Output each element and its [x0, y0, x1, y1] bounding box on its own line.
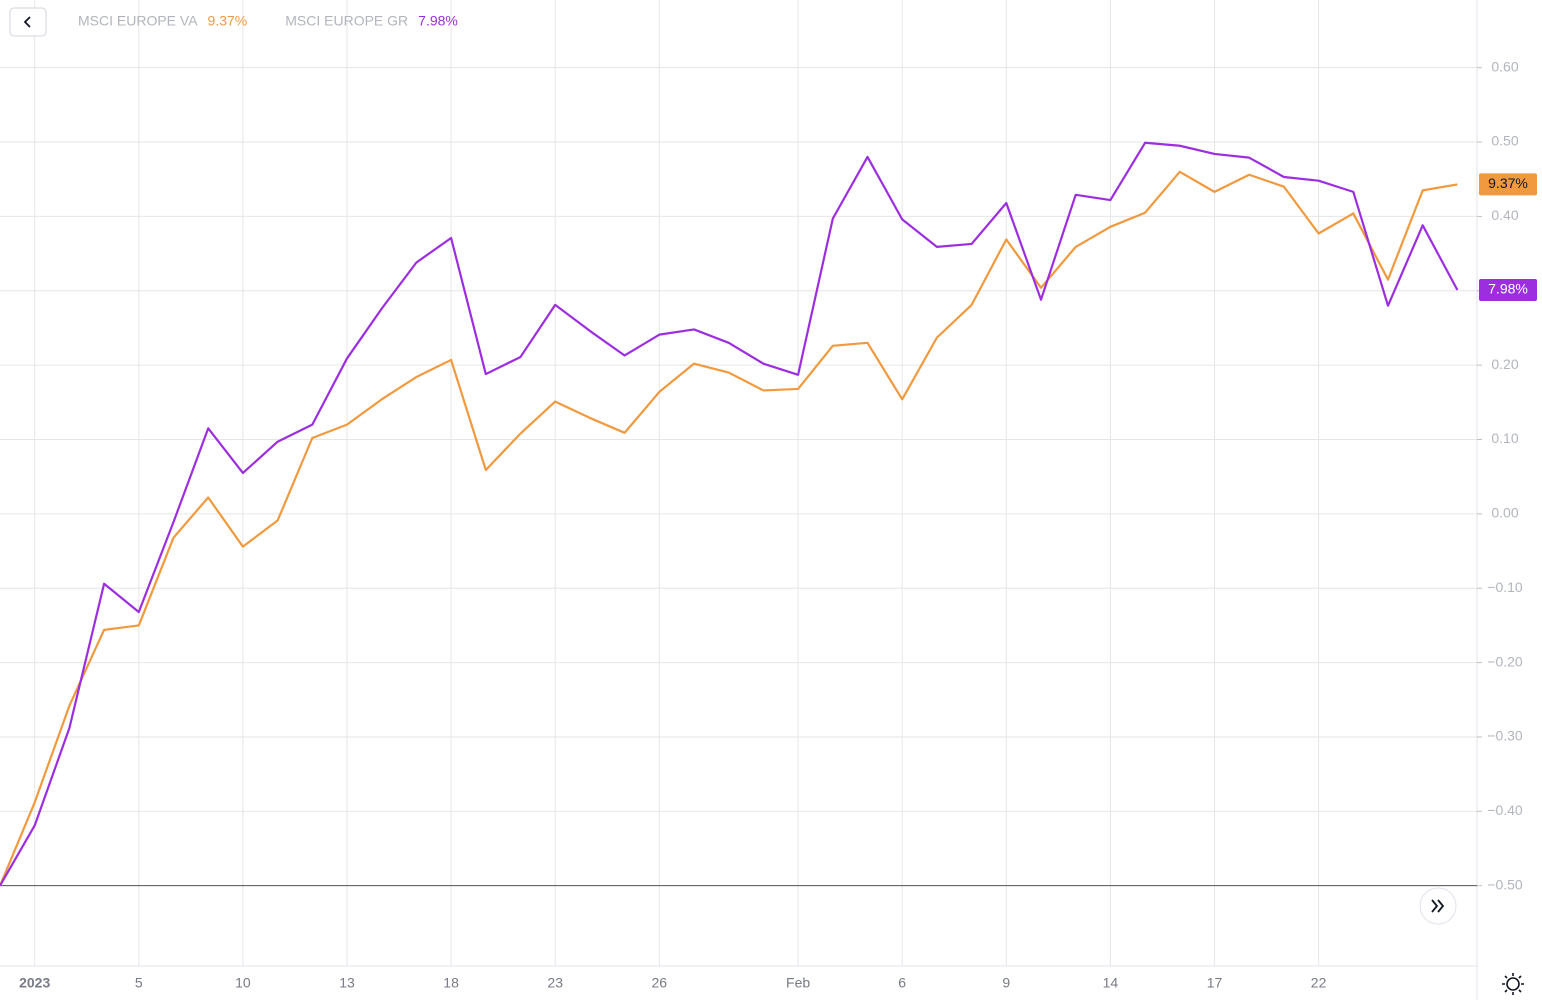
x-tick-label: Feb: [786, 975, 810, 991]
back-icon: [23, 16, 31, 28]
legend-change: 9.37%: [208, 13, 248, 29]
y-tick-label: 0.00: [1491, 505, 1518, 521]
y-tick-label: 0.50: [1491, 133, 1518, 149]
x-tick-label: 6: [898, 975, 906, 991]
y-tick-label: 0.10: [1491, 430, 1518, 446]
grid: [0, 0, 1477, 966]
gear-teeth: [1502, 973, 1524, 995]
y-tick-label: −0.20: [1487, 653, 1523, 669]
price-tag-label: 9.37%: [1488, 175, 1528, 191]
x-tick-label: 10: [235, 975, 251, 991]
x-tick-label: 22: [1311, 975, 1327, 991]
y-tick-label: −0.30: [1487, 728, 1523, 744]
x-tick-label: 13: [339, 975, 355, 991]
y-tick-label: −0.40: [1487, 802, 1523, 818]
x-tick-label: 23: [547, 975, 563, 991]
gear-icon[interactable]: [1506, 977, 1520, 991]
x-tick-label: 17: [1207, 975, 1223, 991]
price-tag: [1479, 279, 1537, 302]
y-tick-label: −0.10: [1487, 579, 1523, 595]
price-tag: [1479, 173, 1537, 196]
price-tag-label: 7.98%: [1488, 281, 1528, 297]
y-tick-label: 0.20: [1491, 356, 1518, 372]
legend-name: MSCI EUROPE GR: [285, 13, 408, 29]
back-button[interactable]: [9, 7, 47, 37]
x-tick-label: 14: [1103, 975, 1119, 991]
series-line: [0, 170, 1458, 887]
scroll-button[interactable]: [1419, 887, 1457, 925]
legend-name: MSCI EUROPE VA: [78, 13, 198, 29]
scroll-icon: [1431, 899, 1445, 913]
y-tick-label: 0.60: [1491, 58, 1518, 74]
button-box[interactable]: [9, 7, 47, 37]
y-tick-label: −0.50: [1487, 876, 1523, 892]
legend-change: 7.98%: [418, 13, 458, 29]
series-line: [0, 141, 1459, 887]
y-tick-label: 0.40: [1491, 207, 1518, 223]
x-tick-label: 5: [135, 975, 143, 991]
x-tick-label: 9: [1002, 975, 1010, 991]
settings-button[interactable]: [1502, 973, 1524, 995]
x-tick-label: 2023: [19, 975, 50, 991]
x-tick-label: 18: [443, 975, 459, 991]
x-tick-label: 26: [652, 975, 668, 991]
